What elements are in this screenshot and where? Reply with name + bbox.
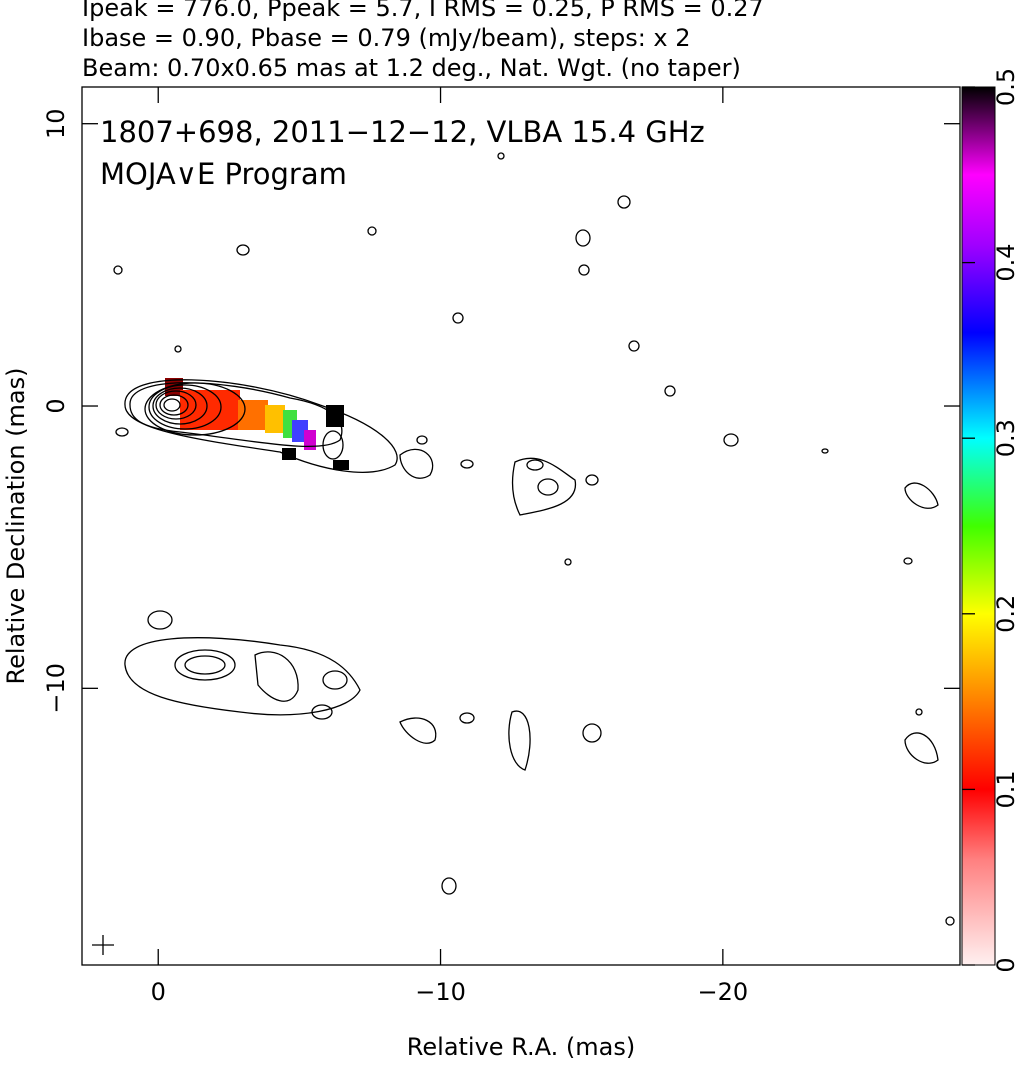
y-tick-label: −10 (42, 663, 70, 714)
colorbar-tick-label: 0 (992, 957, 1020, 972)
x-tick-label: 0 (151, 978, 166, 1006)
colorbar-tick-label: 0.3 (992, 419, 1020, 457)
y-tick-label: 10 (42, 108, 70, 139)
header-line: Ibase = 0.90, Pbase = 0.79 (mJy/beam), s… (82, 24, 691, 52)
chart-subtitle: MOJA∨E Program (100, 157, 347, 191)
header-line: Ipeak = 776.0, Ppeak = 5.7, I RMS = 0.25… (82, 0, 764, 22)
colorbar (961, 86, 996, 966)
y-axis-label: Relative Declination (mas) (2, 367, 30, 684)
polarization-map (165, 378, 349, 470)
x-axis-label: Relative R.A. (mas) (407, 1033, 635, 1061)
colorbar-tick-label: 0.5 (992, 68, 1020, 106)
contours (92, 152, 955, 955)
y-tick-label: 0 (42, 398, 70, 413)
colorbar-tick-label: 0.1 (992, 770, 1020, 808)
beam (92, 935, 114, 955)
colorbar-tick-label: 0.2 (992, 595, 1020, 633)
header-line: Beam: 0.70x0.65 mas at 1.2 deg., Nat. Wg… (82, 54, 741, 82)
colorbar-tick-label: 0.4 (992, 244, 1020, 282)
x-tick-label: −20 (698, 978, 749, 1006)
chart-title: 1807+698, 2011−12−12, VLBA 15.4 GHz (100, 115, 705, 149)
plot-frame (81, 86, 961, 966)
x-tick-label: −10 (415, 978, 466, 1006)
